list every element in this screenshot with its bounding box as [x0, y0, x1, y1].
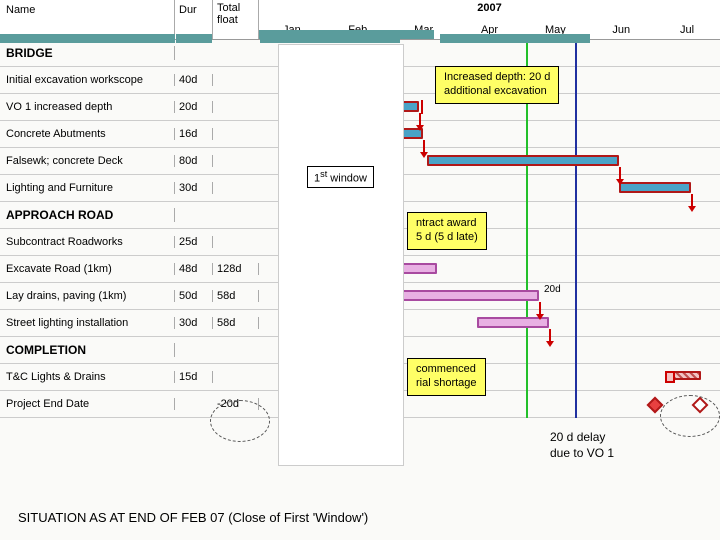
year-label: 2007 — [259, 2, 720, 14]
task-name: Excavate Road (1km) — [0, 263, 175, 275]
delay-note: 20 d delaydue to VO 1 — [550, 430, 614, 461]
month-header: Jun — [588, 24, 654, 36]
task-name: T&C Lights & Drains — [0, 371, 175, 383]
annotation-callout: Increased depth: 20 dadditional excavati… — [435, 66, 559, 104]
annotation-callout: commencedrial shortage — [407, 358, 486, 396]
task-name: Subcontract Roadworks — [0, 236, 175, 248]
task-name: BRIDGE — [0, 46, 175, 60]
gantt-header: Name Dur Total float 2007 JanFebMarAprMa… — [0, 0, 720, 40]
task-duration: 30d — [175, 182, 213, 194]
task-float: 58d — [213, 290, 259, 302]
window-label: 1st window — [307, 166, 374, 188]
situation-footer: SITUATION AS AT END OF FEB 07 (Close of … — [18, 510, 368, 525]
task-duration: 40d — [175, 74, 213, 86]
task-name: Lay drains, paving (1km) — [0, 290, 175, 302]
highlight-circle — [660, 395, 720, 437]
task-duration: 15d — [175, 371, 213, 383]
task-name: Initial excavation workscope — [0, 74, 175, 86]
task-name: APPROACH ROAD — [0, 208, 175, 222]
task-duration: 20d — [175, 101, 213, 113]
task-duration: 50d — [175, 290, 213, 302]
task-duration: 16d — [175, 128, 213, 140]
task-duration: 48d — [175, 263, 213, 275]
first-window-mask — [278, 44, 404, 466]
task-name: Falsewk; concrete Deck — [0, 155, 175, 167]
task-float: 128d — [213, 263, 259, 275]
task-duration: 30d — [175, 317, 213, 329]
task-duration: 80d — [175, 155, 213, 167]
task-name: Project End Date — [0, 398, 175, 410]
highlight-circle — [210, 400, 270, 442]
task-name: Street lighting installation — [0, 317, 175, 329]
col-header-float: Total float — [213, 0, 259, 39]
annotation-callout: ntract award5 d (5 d late) — [407, 212, 487, 250]
task-name: VO 1 increased depth — [0, 101, 175, 113]
month-header: Jul — [654, 24, 720, 36]
task-name: COMPLETION — [0, 343, 175, 357]
task-float: 58d — [213, 317, 259, 329]
task-duration: 25d — [175, 236, 213, 248]
bar-label: 20d — [544, 284, 561, 295]
task-name: Concrete Abutments — [0, 128, 175, 140]
task-name: Lighting and Furniture — [0, 182, 175, 194]
